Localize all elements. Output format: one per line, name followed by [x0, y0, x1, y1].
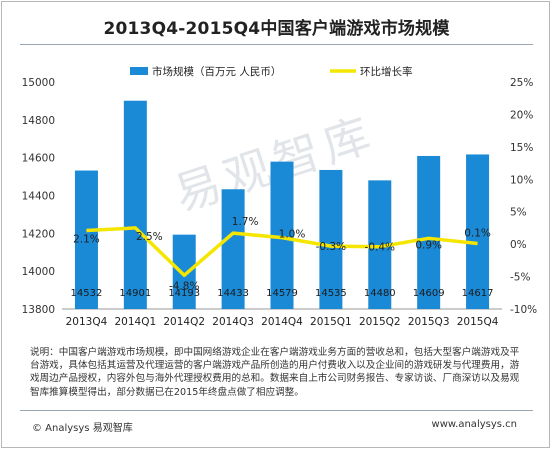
- growth-value-label: -0.3%: [316, 241, 346, 253]
- y-right-tick-label: 0%: [510, 239, 527, 251]
- bar: [74, 170, 98, 309]
- y-left-tick-label: 14800: [22, 115, 55, 127]
- growth-line: [86, 226, 478, 278]
- website: www.analysys.cn: [431, 419, 517, 430]
- bar-value-label: 14532: [71, 288, 103, 299]
- bar: [319, 169, 343, 309]
- x-tick-label: 2014Q2: [163, 316, 205, 328]
- x-tick-label: 2013Q4: [66, 316, 108, 328]
- growth-value-label: 1.7%: [232, 216, 259, 228]
- chart-title: 2013Q4-2015Q4中国客户端游戏市场规模: [103, 19, 450, 39]
- chart-note: 说明：中国客户端游戏市场规模，即中国网络游戏企业在客户端游戏业务方面的营收总和，…: [30, 347, 520, 398]
- x-tick-label: 2015Q4: [457, 316, 499, 328]
- growth-value-label: 0.9%: [415, 239, 442, 251]
- y-right-tick-label: -5%: [510, 272, 530, 284]
- growth-value-label: 2.1%: [73, 234, 100, 246]
- y-left-tick-label: 14000: [22, 266, 55, 278]
- copyright: © Analysys 易观智库: [32, 423, 133, 434]
- y-right-tick-label: -10%: [510, 304, 537, 316]
- growth-value-label: -0.4%: [365, 242, 395, 254]
- bar-value-label: 14193: [168, 288, 200, 299]
- bar: [466, 154, 490, 309]
- title-divider: [20, 44, 533, 45]
- bar: [172, 234, 196, 309]
- legend-line-label: 环比增长率: [360, 65, 413, 78]
- growth-value-label: 0.1%: [464, 227, 491, 239]
- x-tick-label: 2015Q2: [359, 316, 401, 328]
- growth-value-label: 2.5%: [136, 231, 163, 243]
- bar: [368, 180, 392, 309]
- y-left-tick-label: 14600: [22, 153, 55, 165]
- legend-bar-swatch: [130, 67, 148, 75]
- legend-bar-label: 市场规模（百万元 人民币）: [152, 65, 281, 78]
- bar-value-label: 14480: [364, 288, 396, 299]
- growth-value-label: -4.8%: [169, 280, 199, 292]
- bar-value-label: 14535: [315, 288, 347, 299]
- y-right-tick-label: 5%: [510, 207, 527, 219]
- x-tick-label: 2014Q3: [212, 316, 254, 328]
- x-tick-label: 2014Q1: [114, 316, 156, 328]
- bar-value-label: 14617: [462, 288, 494, 299]
- footer-divider: [20, 410, 533, 411]
- bar-value-label: 14901: [119, 288, 151, 299]
- bar: [123, 100, 147, 309]
- y-left-tick-label: 13800: [22, 304, 55, 316]
- y-right-tick-label: 15%: [510, 142, 533, 154]
- y-left-tick-label: 14200: [22, 228, 55, 240]
- bar: [221, 189, 245, 309]
- bar-value-label: 14609: [413, 288, 445, 299]
- y-right-tick-label: 25%: [510, 77, 533, 89]
- y-left-tick-label: 14400: [22, 191, 55, 203]
- growth-value-label: 1.0%: [279, 229, 306, 241]
- x-tick-label: 2015Q3: [408, 316, 450, 328]
- y-right-tick-label: 10%: [510, 174, 533, 186]
- bar: [417, 155, 441, 309]
- x-tick-label: 2014Q4: [261, 316, 303, 328]
- bar: [270, 161, 294, 309]
- bar-value-label: 14433: [217, 288, 249, 299]
- y-right-tick-label: 20%: [510, 109, 533, 121]
- bar-value-label: 14579: [266, 288, 298, 299]
- y-left-tick-label: 15000: [22, 77, 55, 89]
- x-tick-label: 2015Q1: [310, 316, 352, 328]
